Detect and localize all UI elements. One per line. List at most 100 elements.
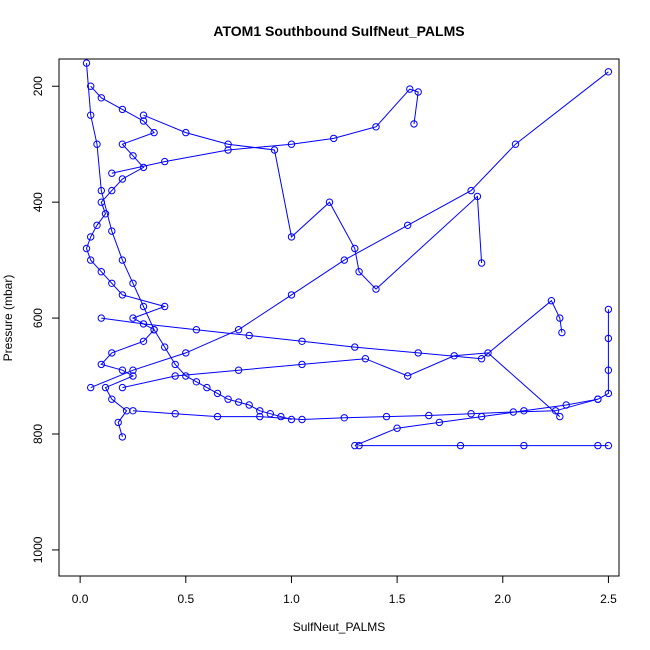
data-point	[87, 233, 95, 241]
series-line-7	[122, 352, 561, 417]
data-point	[477, 355, 486, 363]
data-point	[87, 111, 95, 119]
data-point	[425, 411, 433, 420]
data-point	[139, 302, 148, 311]
data-point	[520, 407, 528, 415]
data-point	[118, 256, 127, 264]
data-point	[182, 128, 190, 137]
data-point	[129, 366, 137, 374]
data-point	[139, 320, 148, 328]
data-point	[118, 175, 127, 183]
data-point	[287, 415, 296, 424]
data-point	[224, 146, 232, 154]
data-point	[234, 326, 243, 334]
data-point	[604, 441, 613, 450]
data-point	[118, 140, 127, 148]
data-point	[129, 314, 137, 322]
data-point	[287, 291, 296, 299]
data-point	[150, 128, 158, 137]
data-point	[277, 412, 285, 421]
data-point	[298, 337, 306, 345]
data-point	[382, 412, 391, 421]
data-point	[477, 259, 486, 267]
series-line-6	[111, 88, 419, 174]
x-tick-label: 2.0	[494, 592, 511, 606]
data-point	[594, 441, 602, 450]
data-point	[97, 314, 106, 322]
y-axis-label: Pressure (mbar)	[1, 275, 15, 362]
x-tick-label: 1.5	[389, 592, 406, 606]
y-tick-label: 600	[31, 308, 45, 328]
data-point	[118, 105, 127, 114]
data-point	[129, 372, 137, 380]
data-point	[556, 314, 564, 322]
series-line-2	[354, 309, 609, 447]
y-tick-label: 200	[31, 76, 45, 96]
data-point	[87, 383, 95, 392]
data-point	[509, 408, 517, 416]
data-point	[355, 441, 363, 450]
y-tick-label: 800	[31, 424, 45, 444]
data-point	[118, 366, 127, 374]
series-line-1	[86, 63, 292, 420]
data-point	[97, 360, 106, 369]
data-point	[129, 152, 137, 160]
data-point	[467, 410, 475, 418]
data-point	[182, 372, 190, 380]
y-tick-label: 1000	[31, 536, 45, 563]
data-point	[604, 305, 613, 314]
data-point	[129, 279, 137, 287]
series-line-8	[143, 114, 483, 290]
data-point	[410, 120, 418, 128]
data-point	[171, 372, 179, 380]
y-tick-label: 400	[31, 192, 45, 212]
data-point	[414, 349, 422, 357]
data-point	[139, 337, 148, 345]
data-point	[87, 82, 95, 90]
data-point	[414, 88, 422, 96]
data-point	[108, 186, 116, 195]
data-point	[203, 383, 211, 392]
data-point	[101, 383, 110, 392]
data-point	[93, 221, 101, 230]
data-point	[150, 326, 158, 334]
data-point	[82, 244, 91, 253]
data-point	[355, 268, 363, 276]
data-point	[404, 221, 412, 230]
data-point	[287, 233, 296, 241]
data-point	[604, 389, 613, 398]
series-line-5	[101, 299, 563, 360]
data-point	[372, 285, 380, 293]
series-line-9	[132, 398, 599, 421]
data-point	[351, 441, 359, 450]
data-point	[108, 349, 116, 357]
data-point	[108, 395, 116, 403]
data-point	[161, 302, 169, 311]
data-point	[171, 360, 179, 369]
data-point	[604, 68, 613, 76]
data-point	[234, 366, 243, 374]
data-point	[97, 94, 106, 102]
data-point	[340, 414, 348, 422]
data-point	[484, 349, 492, 357]
data-point	[558, 328, 566, 337]
data-point	[97, 186, 106, 195]
y-axis: 200 400 600 800 1000	[31, 76, 60, 563]
data-point	[351, 343, 359, 351]
data-point	[325, 198, 334, 206]
data-point	[171, 410, 179, 418]
x-tick-label: 1.0	[283, 592, 300, 606]
data-point	[256, 407, 264, 415]
data-point	[82, 59, 91, 67]
data-point	[139, 117, 148, 125]
data-point	[129, 407, 137, 415]
data-point	[224, 140, 232, 148]
data-point	[406, 85, 414, 93]
plot-area	[82, 59, 613, 450]
series-line-0	[85, 85, 167, 438]
data-point	[192, 378, 201, 386]
data-point	[213, 389, 222, 398]
data-point	[450, 352, 458, 360]
data-point	[114, 418, 122, 427]
